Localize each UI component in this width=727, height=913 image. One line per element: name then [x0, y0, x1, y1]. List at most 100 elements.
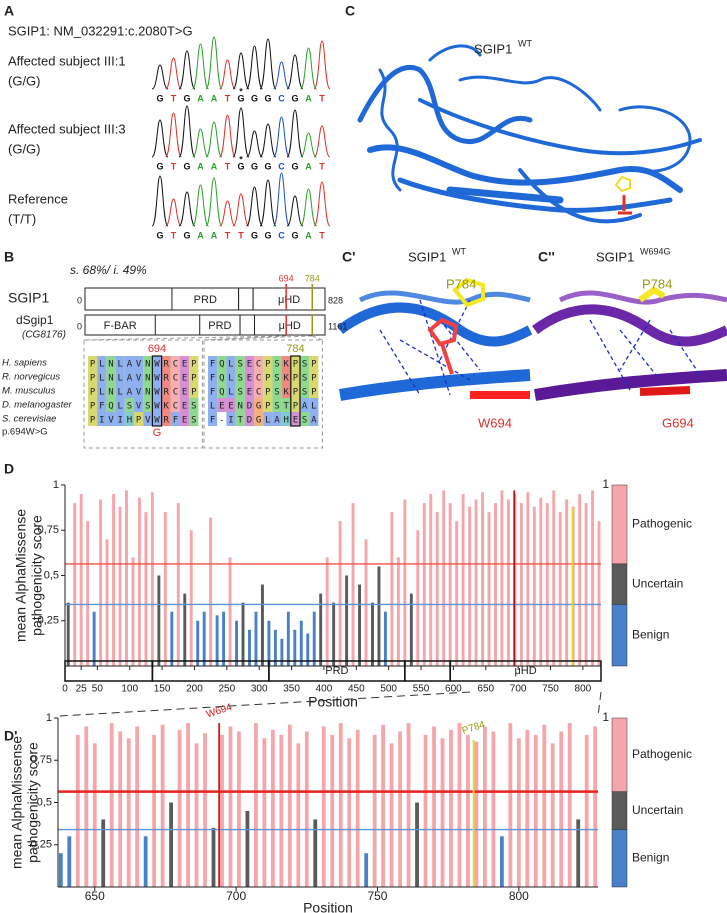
- residue-cell: [124, 370, 134, 384]
- residue-cell: [161, 356, 171, 370]
- residue: E: [293, 416, 298, 426]
- residue-cell: [290, 356, 300, 370]
- x-axis-label: Position: [308, 694, 358, 710]
- residue: R: [163, 374, 169, 384]
- bar: [176, 503, 180, 666]
- residue: F: [210, 374, 215, 384]
- y-axis-label: mean AlphaMissense: [13, 509, 29, 642]
- trace-peak: [300, 188, 317, 227]
- bar: [481, 492, 484, 666]
- bar: [86, 521, 90, 666]
- base-call: G: [251, 161, 258, 171]
- residue-cell: [124, 356, 134, 370]
- domain-label: PRD: [194, 294, 217, 306]
- domain: [252, 287, 326, 311]
- bar: [533, 734, 538, 887]
- legend-label: Pathogenic: [632, 517, 692, 531]
- residue: S: [237, 360, 242, 370]
- bar: [468, 506, 472, 666]
- mutation-label: p.694W>G: [2, 427, 48, 438]
- residue: C: [173, 388, 178, 398]
- mutation-marker: *: [239, 154, 243, 164]
- bar: [558, 512, 562, 666]
- bar: [267, 620, 271, 666]
- residue-cell: [189, 356, 199, 370]
- bar: [474, 741, 479, 887]
- residue: C: [173, 374, 178, 384]
- bar: [296, 743, 301, 887]
- residue: E: [182, 402, 187, 412]
- bar: [202, 611, 206, 666]
- residue: C: [256, 360, 261, 370]
- residue-cell: [97, 398, 107, 412]
- sample-name: Affected subject III:1: [8, 53, 126, 68]
- residue: S: [191, 416, 196, 426]
- base-call: A: [305, 93, 312, 103]
- x-tick-label: 750: [542, 684, 559, 695]
- residue-label: W694: [478, 415, 512, 430]
- residue: S: [302, 374, 307, 384]
- residue: A: [302, 402, 308, 412]
- bar: [457, 723, 462, 887]
- residue: S: [302, 388, 307, 398]
- residue: E: [182, 360, 187, 370]
- residue: C: [173, 402, 178, 412]
- structure-detail-wt: [337, 277, 533, 401]
- bar: [491, 731, 496, 887]
- bar: [398, 731, 403, 887]
- bar: [150, 492, 154, 666]
- trace-peak: [313, 181, 331, 227]
- residue-cell: [88, 398, 98, 412]
- residue: N: [108, 360, 113, 370]
- trace-peak: [165, 112, 182, 158]
- residue: P: [191, 360, 197, 370]
- protein-start: 0: [77, 321, 82, 331]
- residue: P: [265, 360, 271, 370]
- trace-peak: [259, 179, 277, 227]
- x-tick-label: 300: [251, 684, 268, 695]
- residue: L: [99, 388, 104, 398]
- base-call: G: [291, 93, 298, 103]
- bar: [381, 724, 386, 887]
- bar: [526, 492, 530, 666]
- structure-superscript: WT: [518, 38, 532, 48]
- bar: [118, 506, 122, 666]
- trace-peak: [273, 116, 290, 158]
- structure-detail-mutant: [532, 286, 727, 401]
- residue: S: [274, 360, 279, 370]
- sample-name: Affected subject III:3: [8, 121, 126, 136]
- residue: K: [283, 360, 289, 370]
- x-tick-label: 100: [121, 684, 138, 695]
- residue-cell: [235, 412, 245, 426]
- trace-peak: [219, 114, 236, 158]
- residue-cell: [309, 412, 319, 426]
- legend-label: Pathogenic: [632, 747, 692, 761]
- bar: [494, 503, 497, 666]
- y-tick-label: 0,75: [38, 524, 59, 536]
- residue-cell: [235, 398, 245, 412]
- base-call: C: [278, 230, 285, 240]
- bar: [299, 620, 303, 666]
- base-call: G: [264, 161, 271, 171]
- base-call: A: [197, 93, 204, 103]
- residue-cell: [106, 412, 116, 426]
- bar: [355, 729, 360, 887]
- residue: L: [311, 402, 316, 412]
- residue: R: [163, 416, 169, 426]
- bar: [474, 499, 478, 666]
- x-tick-label: 150: [154, 684, 171, 695]
- residue-cell: [244, 398, 254, 412]
- trace-peak: [273, 61, 290, 90]
- legend-label: Uncertain: [632, 803, 683, 817]
- y-tick-label: 0,5: [37, 796, 52, 808]
- bar: [170, 611, 174, 666]
- residue-cell: [300, 356, 310, 370]
- bar: [125, 490, 128, 666]
- residue: P: [90, 416, 96, 426]
- residue: S: [191, 402, 196, 412]
- domain-label: PRD: [325, 665, 348, 677]
- residue: R: [163, 388, 169, 398]
- bar: [358, 584, 361, 666]
- y-tick-label: 0,25: [38, 615, 59, 627]
- residue: E: [247, 374, 252, 384]
